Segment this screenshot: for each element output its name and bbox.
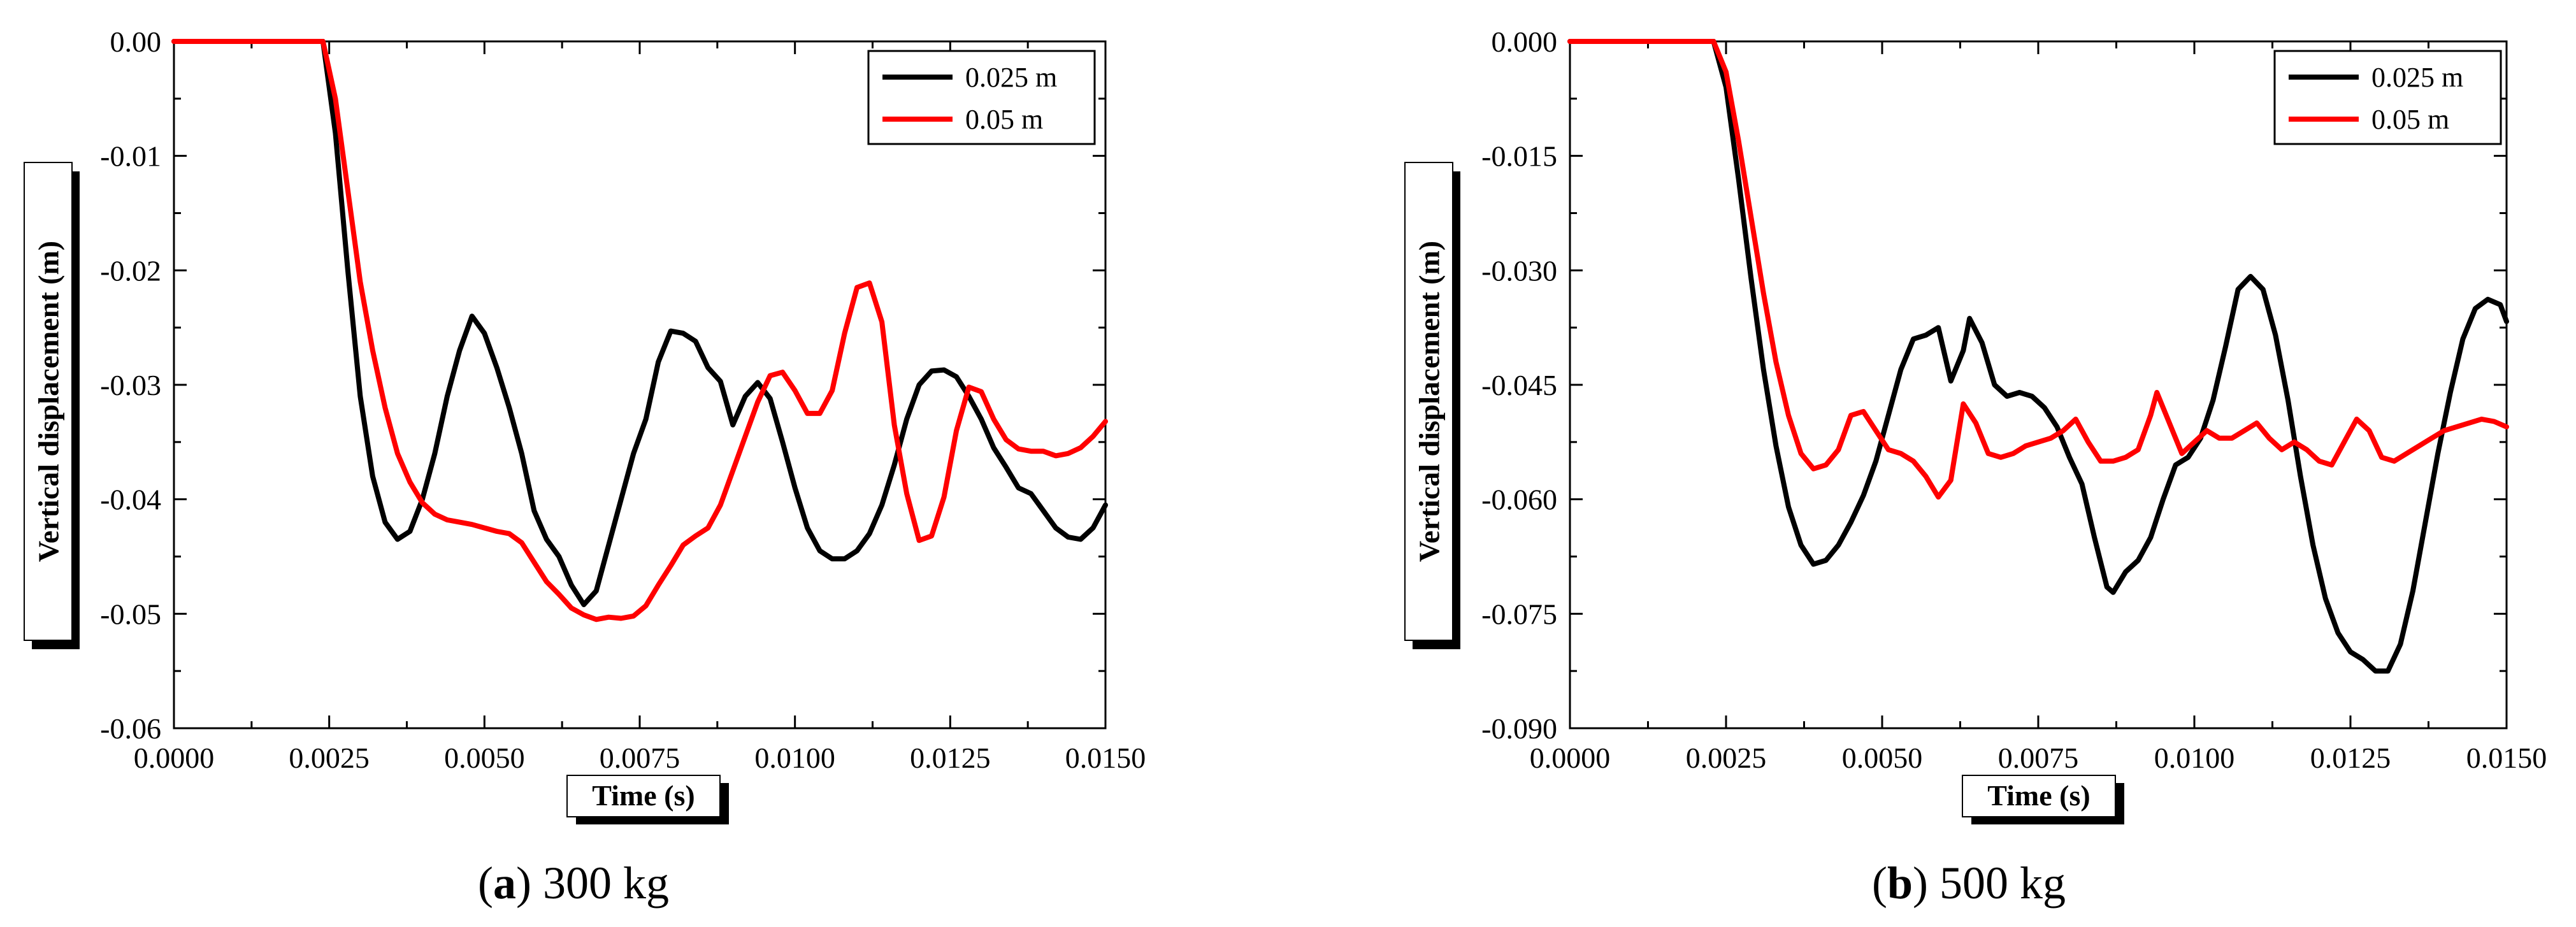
panel-b: 0.0000 0.0025 0.0050 0.0075 0.0100 0.0125 0.01… [1404,25,2547,909]
y-tick-label: -0.04 [100,484,161,516]
y-tick-label: 0.00 [110,25,162,58]
legend: 0.025 m 0.05 m [867,50,1096,145]
y-tick-label: -0.03 [100,369,161,401]
legend-label-1: 0.025 m [965,62,1057,93]
x-axis-label: Time (s) [1987,779,2090,812]
y-tick-label: -0.045 [1481,369,1557,401]
x-tick-label: 0.0150 [1065,742,1146,774]
legend-box [867,50,1096,145]
ylabel-box [24,162,73,641]
y-tick-label: -0.02 [100,254,161,287]
legend-label-1: 0.025 m [2371,62,2463,93]
y-tick-label: 0.000 [1492,25,1558,58]
y-tick-label: -0.01 [100,140,161,173]
y-tick-label: -0.015 [1481,140,1557,173]
panel-caption: (b) 500 kg [1872,858,2066,909]
x-tick-label: 0.0150 [2466,742,2547,774]
y-axis-label: Vertical displacement (m) [1413,241,1446,562]
series-line-2 [1567,39,2509,500]
x-tick-label: 0.0075 [600,742,680,774]
series-line-1 [171,39,1108,607]
y-tick-label: -0.030 [1481,254,1557,287]
series-line-1 [1567,39,2509,674]
y-tick-label: -0.075 [1481,598,1557,630]
y-tick-label: -0.05 [100,598,161,630]
y-tick-label: -0.090 [1481,712,1557,745]
xlabel-box [1962,775,2116,817]
series-line-2 [171,39,1108,622]
legend-label-2: 0.05 m [965,104,1043,135]
x-tick-label: 0.0125 [910,742,991,774]
xlabel-box [566,775,721,817]
legend-label-2: 0.05 m [2371,104,2449,135]
x-tick-label: 0.0025 [289,742,370,774]
x-tick-label: 0.0000 [1530,742,1611,774]
x-tick-label: 0.0075 [1998,742,2079,774]
ylabel-box [1404,162,1453,641]
x-tick-label: 0.0050 [1842,742,1923,774]
x-tick-label: 0.0125 [2310,742,2391,774]
x-tick-label: 0.0100 [754,742,835,774]
x-axis-label: Time (s) [592,779,694,812]
x-tick-label: 0.0050 [444,742,525,774]
y-tick-label: -0.060 [1481,484,1557,516]
x-tick-label: 0.0100 [2154,742,2235,774]
x-tick-label: 0.0000 [134,742,215,774]
x-tick-label: 0.0025 [1686,742,1767,774]
panel-caption: (a) 300 kg [478,858,669,909]
y-tick-label: -0.06 [100,712,161,745]
legend: 0.025 m 0.05 m [2273,50,2502,145]
y-axis-label: Vertical displacement (m) [32,241,65,562]
legend-box [2273,50,2502,145]
panel-a: 0.0000 0.0025 0.0050 0.0075 0.0100 0.0125 0.01… [24,25,1146,909]
